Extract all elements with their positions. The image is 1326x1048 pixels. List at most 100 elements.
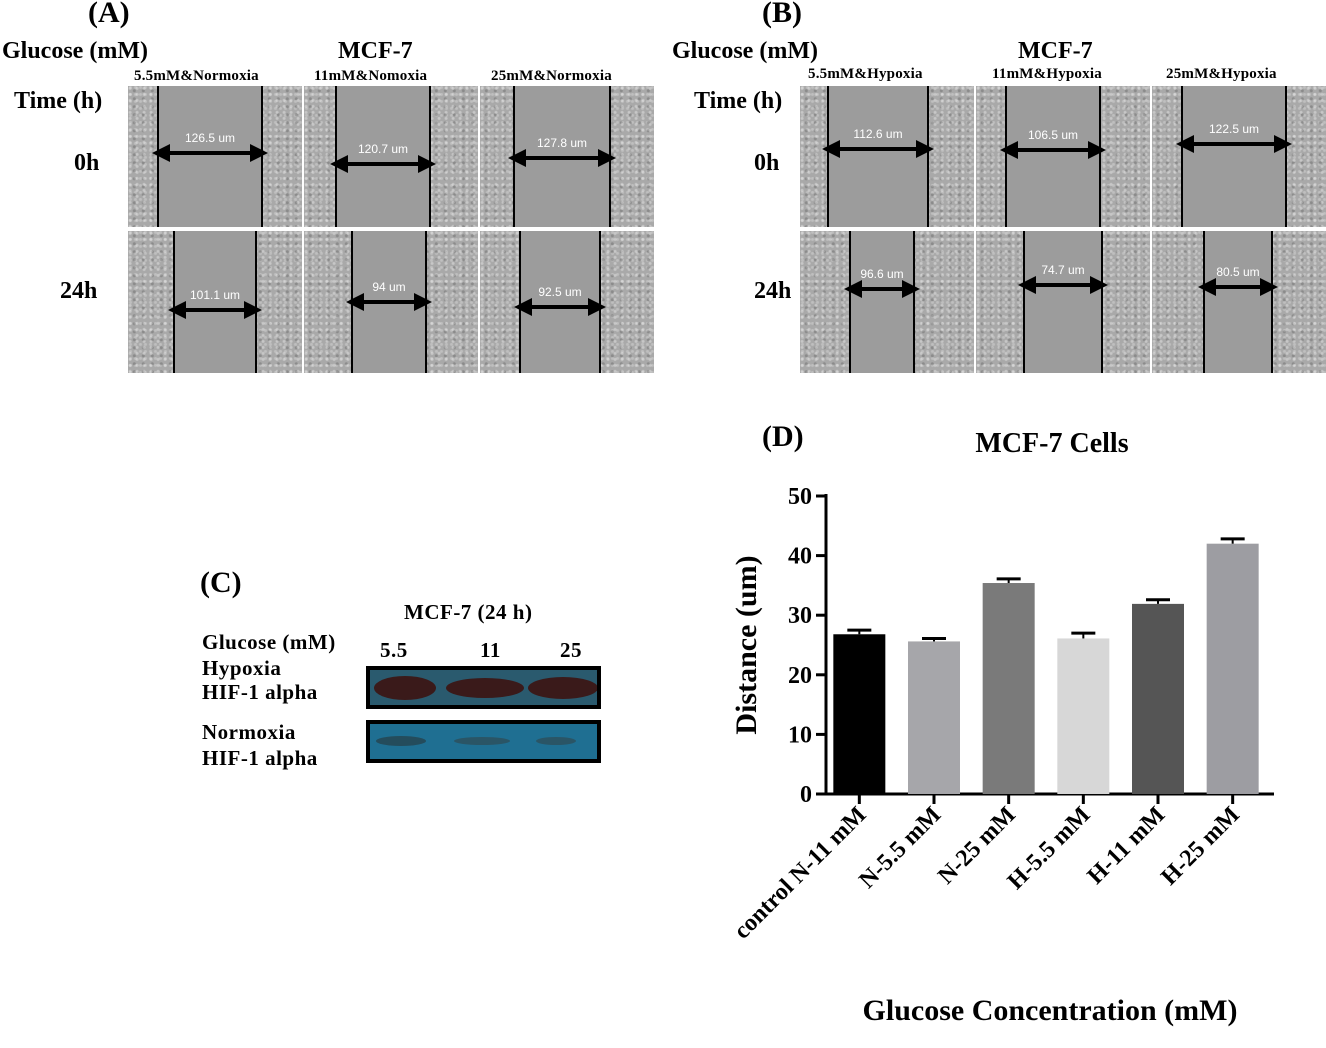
blot-conc-3: 25 [560, 638, 582, 662]
measurement-arrow [508, 149, 616, 167]
wound-edge-right [1099, 86, 1101, 227]
arrow-head-left [1198, 278, 1216, 296]
blot-glucose-label: Glucose (mM) [202, 630, 336, 654]
wound-edge-right [913, 231, 915, 373]
arrow-head-left [822, 140, 840, 158]
measurement-arrow [1176, 135, 1292, 153]
arrow-head-right [250, 144, 268, 162]
hypoxia-band-2 [446, 678, 524, 698]
panel_a-micrograph-r2-c1: 101.1 um [128, 231, 302, 373]
panel-b-condition-1: 5.5mM&Hypoxia [808, 66, 923, 82]
arrow-head-left [514, 298, 532, 316]
y-axis-label: Distance (um) [730, 555, 763, 734]
arrow-head-right [1090, 276, 1108, 294]
y-tick-label: 20 [788, 663, 812, 689]
wound-edge-right [1271, 231, 1273, 373]
gap-measurement: 80.5 um [1216, 265, 1260, 279]
panel-a-condition-2: 11mM&Nomoxia [314, 68, 428, 84]
wound-edge-right [261, 86, 263, 227]
arrow-head-left [508, 149, 526, 167]
panel_b-micrograph-r2-c3: 80.5 um [1152, 231, 1326, 373]
wound-gap [336, 86, 430, 227]
bar [833, 634, 886, 794]
gap-measurement: 101.1 um [189, 288, 241, 302]
wound-edge-left [849, 231, 851, 373]
measurement-arrow [822, 140, 934, 158]
wound-gap [828, 86, 928, 227]
measurement-arrow [1000, 141, 1106, 159]
bar [1132, 603, 1184, 794]
arrow-head-left [1000, 141, 1018, 159]
blot-title: MCF-7 (24 h) [404, 600, 533, 624]
wound-edge-right [1285, 86, 1287, 227]
gap-measurement: 112.6 um [853, 127, 903, 141]
panel-c-letter: (C) [200, 566, 242, 599]
panel-a-condition-1: 5.5mM&Normoxia [134, 68, 259, 84]
arrow-head-right [1088, 141, 1106, 159]
measurement-arrow [330, 155, 436, 173]
arrow-head-left [330, 155, 348, 173]
panel-b-time-label: Time (h) [694, 88, 783, 114]
measurement-arrow [152, 144, 268, 162]
y-tick-label: 10 [788, 722, 812, 748]
x-tick-label: H-11 mM [1083, 802, 1171, 890]
y-tick-label: 0 [800, 782, 812, 808]
blot-conc-1: 5.5 [380, 638, 408, 662]
arrow-head-right [244, 301, 262, 319]
panel_b-micrograph-r2-c1: 96.6 um [800, 231, 974, 373]
panel_a-micrograph-r2-c3: 92.5 um [480, 231, 654, 373]
bar [1206, 543, 1259, 794]
gap-measurement: 122.5 um [1208, 122, 1260, 136]
measurement-arrow [1198, 278, 1278, 296]
wound-edge-right [1101, 231, 1103, 373]
gap-measurement: 127.8 um [536, 136, 588, 150]
wound-edge-left [1005, 86, 1007, 227]
wound-gap [1182, 86, 1286, 227]
arrow-head-right [902, 280, 920, 298]
panel_a-micrograph-r1-c2: 120.7 um [304, 86, 478, 227]
x-tick-label: control N-11 mM [729, 802, 872, 945]
x-axis-label: Glucose Concentration (mM) [863, 994, 1238, 1027]
chart-title: MCF-7 Cells [975, 428, 1128, 459]
measurement-arrow [844, 280, 920, 298]
panel_a-micrograph-r2-c2: 94 um [304, 231, 478, 373]
panel-b-row-24h: 24h [754, 278, 792, 304]
panel-a-row-24h: 24h [60, 278, 98, 304]
gap-measurement: 74.7 um [1041, 263, 1085, 277]
panel-a-condition-3: 25mM&Normoxia [491, 68, 612, 84]
gap-measurement: 126.5 um [184, 131, 236, 145]
x-tick-label: H-5.5 mM [1003, 802, 1096, 895]
panel-b-row-0h: 0h [754, 150, 780, 176]
wound-edge-left [1203, 231, 1205, 373]
panel-b-cell-line: MCF-7 [1018, 38, 1093, 64]
wound-edge-right [599, 231, 601, 373]
measurement-arrow [346, 293, 432, 311]
blot1-protein-label: HIF-1 alpha [202, 680, 318, 704]
wound-edge-left [335, 86, 337, 227]
blot2-protein-label: HIF-1 alpha [202, 746, 318, 770]
arrow-head-right [1260, 278, 1278, 296]
arrow-head-left [152, 144, 170, 162]
normoxia-band-1 [376, 736, 426, 746]
wound-gap [1204, 231, 1272, 373]
panel-b-condition-2: 11mM&Hypoxia [992, 66, 1102, 82]
bar [1057, 638, 1110, 794]
normoxia-blot [366, 720, 601, 763]
hypoxia-band-1 [374, 676, 436, 700]
measurement-arrow [168, 301, 262, 319]
gap-measurement: 94 um [372, 280, 406, 294]
panel_b-micrograph-r2-c2: 74.7 um [976, 231, 1150, 373]
arrow-head-right [916, 140, 934, 158]
panel_a-micrograph-r1-c1: 126.5 um [128, 86, 302, 227]
hypoxia-band-3 [528, 677, 597, 699]
panel-a-glucose-label: Glucose (mM) [2, 38, 148, 64]
arrow-head-left [1176, 135, 1194, 153]
y-tick-label: 40 [788, 544, 812, 570]
wound-edge-left [827, 86, 829, 227]
hypoxia-blot [366, 666, 601, 709]
arrow-head-left [346, 293, 364, 311]
gap-measurement: 106.5 um [1027, 128, 1079, 142]
arrow-head-left [168, 301, 186, 319]
wound-gap [1024, 231, 1102, 373]
wound-gap [520, 231, 600, 373]
